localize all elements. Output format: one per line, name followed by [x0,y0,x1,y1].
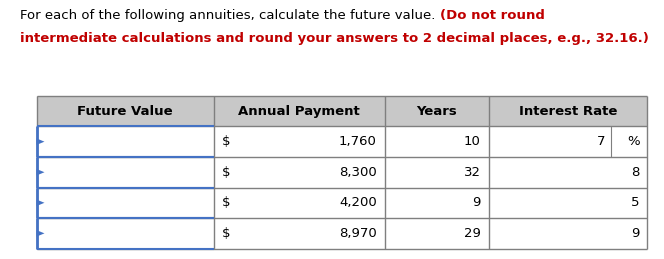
Bar [37,96,647,126]
Text: 9: 9 [631,227,639,240]
Text: 7: 7 [597,135,606,148]
Polygon shape [37,199,44,206]
Bar [37,157,647,188]
Polygon shape [37,138,44,145]
Text: 8,970: 8,970 [339,227,376,240]
Text: For each of the following annuities, calculate the future value.: For each of the following annuities, cal… [20,9,440,22]
Text: Years: Years [416,105,457,118]
Text: $: $ [222,166,230,179]
Polygon shape [37,169,44,176]
Text: 8: 8 [631,166,639,179]
Text: 5: 5 [631,196,639,209]
Text: Future Value: Future Value [77,105,173,118]
Text: 29: 29 [463,227,481,240]
Text: $: $ [222,135,230,148]
Text: intermediate calculations and round your answers to 2 decimal places, e.g., 32.1: intermediate calculations and round your… [20,32,649,45]
Text: 32: 32 [463,166,481,179]
Text: %: % [627,135,639,148]
Text: $: $ [222,196,230,209]
Text: 4,200: 4,200 [339,196,376,209]
Text: 9: 9 [472,196,481,209]
Text: Interest Rate: Interest Rate [519,105,617,118]
Text: (Do not round: (Do not round [440,9,544,22]
Text: Annual Payment: Annual Payment [238,105,360,118]
Text: 10: 10 [463,135,481,148]
Bar [37,188,647,218]
Bar [37,126,647,157]
Bar [37,218,647,249]
Text: 8,300: 8,300 [339,166,376,179]
Text: 1,760: 1,760 [339,135,376,148]
Text: $: $ [222,227,230,240]
Polygon shape [37,230,44,237]
